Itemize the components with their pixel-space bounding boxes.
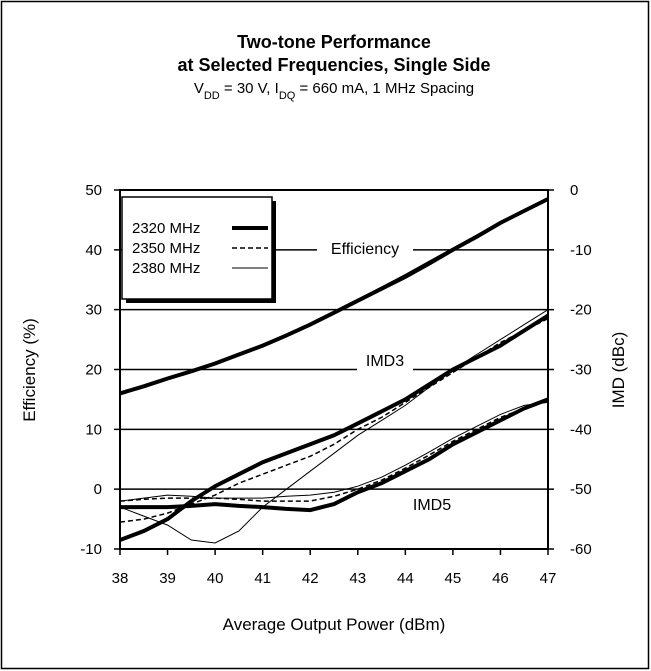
x-axis-label: Average Output Power (dBm) bbox=[223, 615, 446, 634]
subtitle-part: DD bbox=[204, 90, 220, 102]
y-tick-label: -10 bbox=[80, 541, 102, 558]
x-tick-label: 43 bbox=[349, 570, 366, 587]
x-tick-label: 42 bbox=[302, 570, 319, 587]
chart-title: at Selected Frequencies, Single Side bbox=[177, 55, 490, 75]
line-efficiency bbox=[119, 199, 549, 395]
y-tick-label: 30 bbox=[85, 302, 102, 319]
annotation-bg bbox=[403, 493, 461, 515]
x-tick-label: 46 bbox=[492, 570, 509, 587]
line-imd3 bbox=[119, 309, 549, 544]
x-tick-label: 39 bbox=[159, 570, 176, 587]
annotation: Efficiency bbox=[331, 241, 399, 258]
legend bbox=[121, 196, 273, 300]
y-axis-label: Efficiency (%) bbox=[20, 318, 39, 422]
chart-subtitle: VDD = 30 V, IDQ = 660 mA, 1 MHz Spacing bbox=[194, 80, 474, 102]
x-tick-label: 41 bbox=[254, 570, 271, 587]
x-tick-label: 45 bbox=[445, 570, 462, 587]
y2-tick-label: -60 bbox=[570, 541, 592, 558]
plot-frame bbox=[119, 189, 549, 550]
line-imd5 bbox=[120, 397, 549, 513]
annotation-bg bbox=[357, 349, 413, 371]
annotation: IMD3 bbox=[366, 353, 404, 370]
y2-tick-label: 0 bbox=[570, 182, 578, 199]
x-tick-label: 40 bbox=[207, 570, 224, 587]
annotation-bg bbox=[317, 237, 413, 259]
y-tick-label: 0 bbox=[94, 481, 102, 498]
line-efficiency bbox=[119, 197, 549, 393]
y2-axis-label: IMD (dBc) bbox=[609, 332, 628, 409]
line-imd5 bbox=[119, 401, 549, 502]
legend-label: 2380 MHz bbox=[132, 260, 200, 277]
annotation: IMD5 bbox=[413, 497, 451, 514]
line-imd3 bbox=[119, 317, 549, 523]
legend-label: 2320 MHz bbox=[132, 220, 200, 237]
legend-label: 2350 MHz bbox=[132, 240, 200, 257]
y2-tick-label: -50 bbox=[570, 481, 592, 498]
y-tick-label: 40 bbox=[85, 242, 102, 259]
x-tick-label: 47 bbox=[540, 570, 557, 587]
subtitle-part: = 660 mA, 1 MHz Spacing bbox=[295, 80, 474, 97]
y2-tick-label: -40 bbox=[570, 421, 592, 438]
y-tick-label: 50 bbox=[85, 182, 102, 199]
y-tick-label: 20 bbox=[85, 362, 102, 379]
subtitle-part: DQ bbox=[279, 90, 296, 102]
y-tick-label: 10 bbox=[85, 421, 102, 438]
y2-tick-label: -30 bbox=[570, 362, 592, 379]
x-tick-label: 44 bbox=[397, 570, 414, 587]
chart-title: Two-tone Performance bbox=[237, 32, 431, 52]
y2-tick-label: -20 bbox=[570, 302, 592, 319]
subtitle-part: V bbox=[194, 80, 204, 97]
line-imd5 bbox=[119, 398, 549, 502]
x-tick-label: 38 bbox=[112, 570, 129, 587]
y2-tick-label: -10 bbox=[570, 242, 592, 259]
subtitle-part: = 30 V, I bbox=[220, 80, 279, 97]
